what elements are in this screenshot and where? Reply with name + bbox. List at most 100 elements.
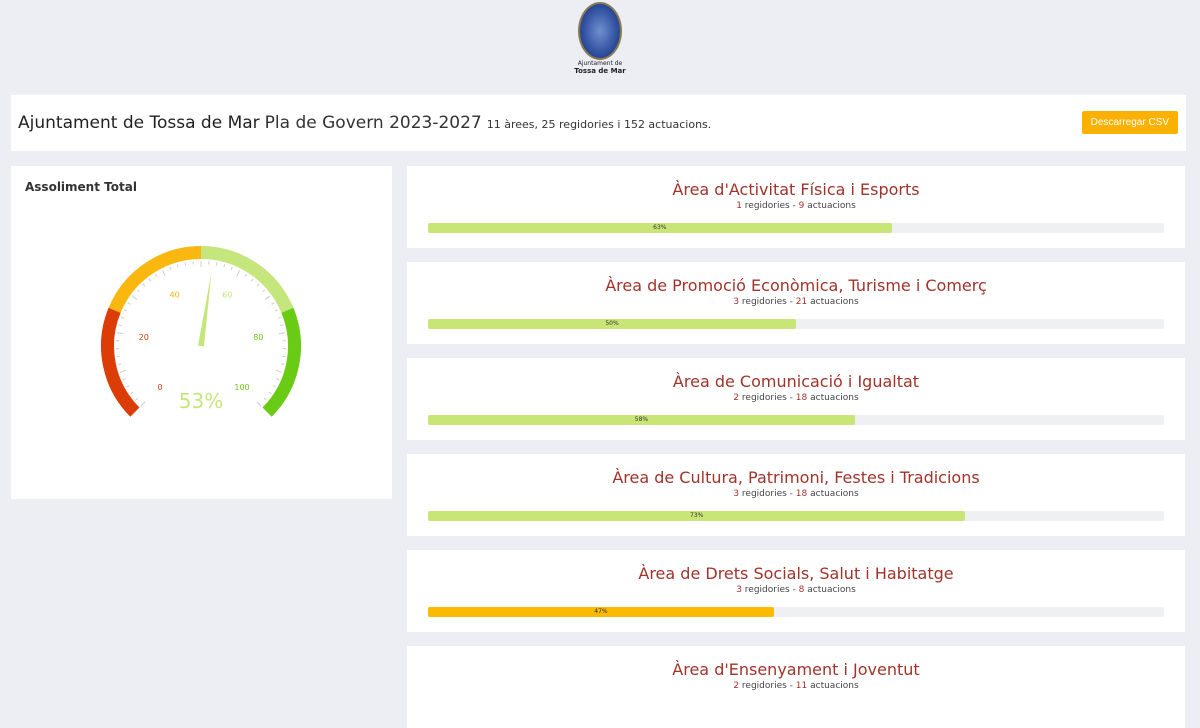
progress-fill: 47% (428, 607, 774, 617)
gauge-tick-label: 100 (234, 383, 249, 392)
stats-unit: actuacions (807, 393, 858, 403)
gauge-tick (141, 402, 145, 406)
gauge-tick (251, 279, 253, 281)
gauge-tick (272, 303, 275, 305)
download-csv-button[interactable]: Descarregar CSV (1082, 111, 1178, 134)
gauge-tick (137, 290, 139, 292)
gauge-tick (257, 284, 259, 286)
gauge-tick (155, 274, 157, 277)
progress-bar: 73% (428, 511, 1164, 521)
gauge-tick (124, 310, 127, 311)
stats-unit: actuacions (804, 585, 855, 595)
gauge-tick (131, 392, 133, 394)
gauge-tick (276, 379, 279, 380)
stats-sep: regidories - (739, 489, 796, 499)
gauge: 0 20 40 60 80 100 53% (11, 166, 392, 499)
gauge-tick (279, 333, 285, 334)
summary: 11 àrees, 25 regidories i 152 actuacions… (487, 118, 712, 131)
gauge-tick (132, 296, 137, 300)
actuacions-count: 21 (796, 297, 807, 307)
stats-unit: actuacions (807, 489, 858, 499)
actuacions-count: 11 (796, 681, 807, 691)
gauge-tick (264, 398, 266, 400)
stats-sep: regidories - (739, 297, 796, 307)
gauge-tick (143, 284, 145, 286)
coat-of-arms-icon (578, 2, 622, 60)
gauge-tick (117, 333, 123, 334)
gauge-tick-label: 20 (139, 333, 149, 342)
area-name: Àrea d'Activitat Física i Esports (407, 180, 1185, 199)
progress-fill: 50% (428, 319, 796, 329)
stats-sep: regidories - (742, 585, 799, 595)
area-card[interactable]: Àrea d'Ensenyament i Joventut 2 regidori… (407, 646, 1185, 728)
area-name: Àrea de Cultura, Patrimoni, Festes i Tra… (407, 468, 1185, 487)
gauge-tick (149, 279, 151, 281)
gauge-tick (123, 379, 126, 380)
gauge-tick (280, 325, 283, 326)
gauge-tick (265, 296, 270, 300)
gauge-tick (245, 274, 247, 277)
gauge-tick-label: 60 (222, 290, 232, 299)
org-name: Ajuntament de Tossa de Mar (18, 113, 260, 133)
gauge-tick (224, 264, 225, 267)
area-stats: 3 regidories - 18 actuacions (407, 489, 1185, 499)
gauge-tick (273, 386, 276, 387)
area-stats: 3 regidories - 21 actuacions (407, 297, 1185, 307)
area-name: Àrea d'Ensenyament i Joventut (407, 660, 1185, 679)
progress-fill: 58% (428, 415, 855, 425)
area-name: Àrea de Comunicació i Igualtat (407, 372, 1185, 391)
stats-sep: regidories - (739, 681, 796, 691)
gauge-tick (269, 392, 271, 394)
area-card[interactable]: Àrea d'Activitat Física i Esports 1 regi… (407, 166, 1185, 248)
area-stats: 2 regidories - 11 actuacions (407, 681, 1185, 691)
actuacions-count: 18 (796, 489, 807, 499)
area-name: Àrea de Promoció Econòmica, Turisme i Co… (407, 276, 1185, 295)
header: Ajuntament de Tossa de Mar Pla de Govern… (11, 95, 1186, 151)
area-card[interactable]: Àrea de Cultura, Patrimoni, Festes i Tra… (407, 454, 1185, 536)
area-stats: 1 regidories - 9 actuacions (407, 201, 1185, 211)
gauge-tick (237, 270, 240, 275)
gauge-tick (278, 317, 281, 318)
gauge-tick (263, 290, 265, 292)
gauge-tick (128, 303, 131, 305)
progress-fill: 63% (428, 223, 892, 233)
gauge-tick (257, 402, 261, 406)
logo-line1: Ajuntament de (570, 60, 630, 67)
gauge-tick (127, 386, 130, 387)
gauge-tick (185, 263, 186, 266)
gauge-tick (118, 364, 121, 365)
stats-unit: actuacions (807, 297, 858, 307)
gauge-needle (198, 272, 212, 347)
progress-bar: 58% (428, 415, 1164, 425)
gauge-tick (136, 398, 138, 400)
gauge-band (201, 253, 287, 311)
gauge-band (115, 253, 201, 311)
progress-fill: 73% (428, 511, 965, 521)
progress-bar: 63% (428, 223, 1164, 233)
stats-unit: actuacions (804, 201, 855, 211)
plan-title: Pla de Govern 2023-2027 (265, 113, 482, 133)
logo: Ajuntament de Tossa de Mar (570, 2, 630, 75)
gauge-tick (119, 325, 122, 326)
gauge-tick (276, 370, 282, 372)
area-stats: 3 regidories - 8 actuacions (407, 585, 1185, 595)
gauge-tick-label: 40 (170, 290, 180, 299)
gauge-tick (170, 267, 171, 270)
stats-unit: actuacions (807, 681, 858, 691)
logo-line2: Tossa de Mar (570, 67, 630, 75)
stats-sep: regidories - (742, 201, 799, 211)
area-card[interactable]: Àrea de Drets Socials, Salut i Habitatge… (407, 550, 1185, 632)
progress-bar: 47% (428, 607, 1164, 617)
area-name: Àrea de Drets Socials, Salut i Habitatge (407, 564, 1185, 583)
area-card[interactable]: Àrea de Promoció Econòmica, Turisme i Co… (407, 262, 1185, 344)
gauge-value: 53% (179, 389, 223, 413)
gauge-tick (120, 370, 126, 372)
gauge-tick-label: 80 (253, 333, 263, 342)
area-card[interactable]: Àrea de Comunicació i Igualtat 2 regidor… (407, 358, 1185, 440)
gauge-tick (177, 264, 178, 267)
gauge-tick (281, 364, 284, 365)
gauge-tick (162, 270, 165, 275)
gauge-tick (216, 263, 217, 266)
gauge-tick-label: 0 (157, 383, 162, 392)
